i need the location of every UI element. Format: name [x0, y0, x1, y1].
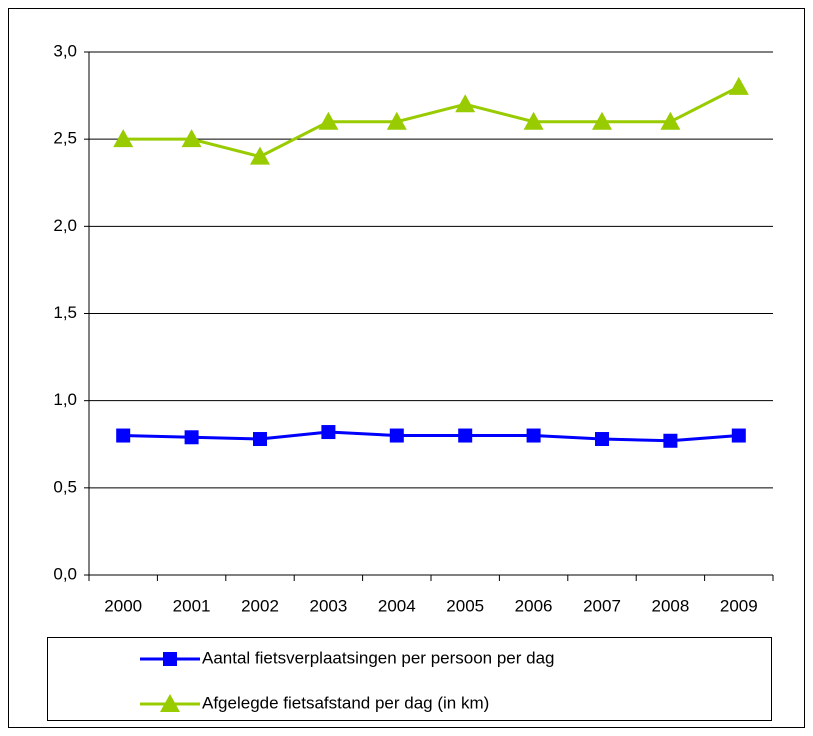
y-tick-label: 3,0 — [53, 41, 77, 60]
y-tick-label: 0,5 — [53, 477, 77, 496]
square-marker — [663, 433, 678, 448]
triangle-marker — [113, 129, 134, 148]
y-tick-label: 0,0 — [53, 564, 77, 583]
x-tick-label: 2004 — [378, 596, 416, 615]
series-line — [123, 430, 739, 443]
triangle-marker — [181, 129, 202, 148]
legend-label: Afgelegde fietsafstand per dag (in km) — [202, 693, 489, 712]
triangle-marker — [160, 694, 180, 712]
square-marker — [526, 428, 541, 443]
y-tick-label: 1,5 — [53, 303, 77, 322]
series-line — [123, 85, 740, 159]
square-marker — [731, 428, 746, 443]
triangle-marker — [250, 146, 270, 165]
square-marker — [389, 428, 404, 443]
x-tick-label: 2006 — [515, 596, 553, 615]
square-marker — [253, 432, 267, 447]
x-tick-label: 2003 — [309, 596, 347, 615]
x-tick-label: 2007 — [583, 596, 621, 615]
square-marker — [184, 430, 199, 445]
triangle-marker — [455, 94, 476, 113]
square-marker — [163, 652, 177, 666]
x-tick-label: 2001 — [173, 596, 211, 615]
x-tick-label: 2005 — [446, 596, 484, 615]
x-tick-label: 2002 — [241, 596, 279, 615]
y-tick-label: 1,0 — [53, 390, 77, 409]
triangle-marker — [318, 111, 339, 130]
square-marker — [595, 432, 609, 447]
triangle-marker — [523, 111, 544, 130]
legend-label: Aantal fietsverplaatsingen per persoon p… — [202, 648, 555, 667]
x-tick-label: 2000 — [104, 596, 142, 615]
square-marker — [116, 428, 131, 443]
triangle-marker — [592, 111, 612, 130]
square-marker — [458, 428, 473, 443]
y-tick-label: 2,0 — [53, 216, 77, 235]
triangle-marker — [728, 76, 749, 95]
triangle-marker — [660, 111, 681, 130]
chart-border — [8, 8, 805, 728]
triangle-marker — [386, 111, 407, 130]
x-tick-label: 2008 — [651, 596, 689, 615]
x-tick-label: 2009 — [720, 596, 758, 615]
y-tick-label: 2,5 — [53, 129, 77, 148]
square-marker — [321, 425, 336, 440]
